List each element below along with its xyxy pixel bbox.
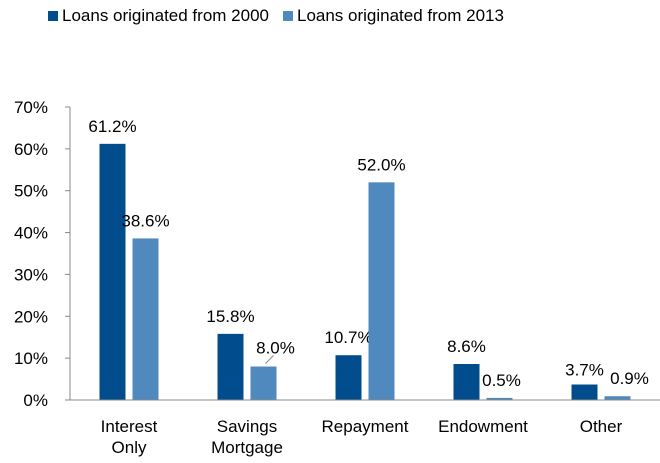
bar-2000 — [571, 384, 598, 400]
legend-item-2000: Loans originated from 2000 — [48, 6, 269, 26]
x-tick-label: Savings — [217, 417, 277, 436]
x-tick-label: Interest — [101, 417, 158, 436]
data-label-leader — [265, 355, 274, 364]
data-label: 8.6% — [447, 337, 486, 356]
legend-swatch-2013 — [282, 11, 293, 21]
data-label: 10.7% — [324, 328, 372, 347]
legend-swatch-2000 — [48, 11, 58, 21]
data-label: 15.8% — [206, 307, 254, 326]
y-tick-label: 20% — [14, 307, 48, 326]
data-label: 8.0% — [256, 339, 295, 358]
x-tick-label: Repayment — [322, 417, 409, 436]
bar-2013 — [486, 397, 513, 400]
chart-legend: Loans originated from 2000 Loans origina… — [48, 6, 504, 26]
y-tick-label: 0% — [23, 391, 48, 410]
x-tick-label: Only — [112, 438, 147, 457]
x-tick-label: Endowment — [438, 417, 528, 436]
x-tick-label: Mortgage — [211, 438, 283, 457]
bar-2013 — [368, 182, 395, 400]
bar-2000 — [335, 355, 362, 400]
data-label: 61.2% — [88, 117, 136, 136]
y-tick-label: 10% — [14, 349, 48, 368]
bar-2013 — [604, 396, 631, 400]
data-label: 38.6% — [121, 211, 169, 230]
y-tick-label: 40% — [14, 224, 48, 243]
legend-label-2013: Loans originated from 2013 — [296, 6, 504, 25]
bar-2000 — [217, 333, 244, 400]
legend-label-2000: Loans originated from 2000 — [62, 6, 269, 25]
bar-2000 — [99, 143, 126, 400]
y-tick-label: 50% — [14, 182, 48, 201]
bar-2000 — [453, 364, 480, 400]
data-label: 52.0% — [357, 155, 405, 174]
y-tick-label: 70% — [14, 98, 48, 117]
y-tick-label: 30% — [14, 265, 48, 284]
x-tick-label: Other — [580, 417, 623, 436]
bar-2013 — [250, 366, 277, 400]
y-tick-label: 60% — [14, 140, 48, 159]
data-label: 0.9% — [610, 369, 649, 388]
data-label: 0.5% — [482, 371, 521, 390]
bar-2013 — [132, 238, 159, 400]
legend-item-2013: Loans originated from 2013 — [282, 6, 504, 26]
data-label: 3.7% — [565, 361, 604, 380]
